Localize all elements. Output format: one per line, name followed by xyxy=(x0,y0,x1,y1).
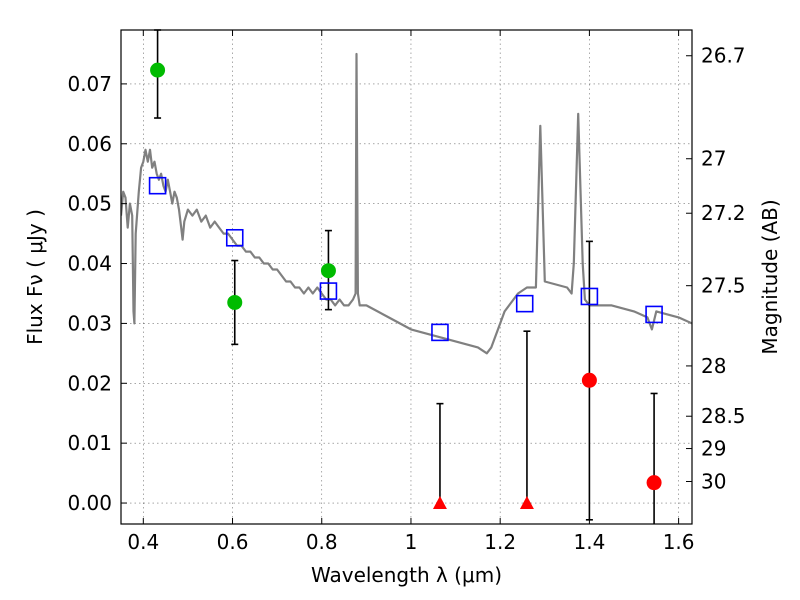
mag-tick-label: 28 xyxy=(701,354,726,378)
x-tick-label: 1.4 xyxy=(573,530,605,554)
upper-limit-marker xyxy=(432,496,447,510)
x-tick-label: 0.8 xyxy=(306,530,338,554)
y-tick-label: 0.01 xyxy=(67,431,112,455)
mag-tick-label: 30 xyxy=(701,469,726,493)
tick-layer: 0.4 0.6 0.8 1 1.2 1.4 1.6 0.00 0.01 0.02 0.03 0.04 0… xyxy=(67,30,746,554)
y-tick-label: 0.04 xyxy=(67,252,112,276)
y-tick-label: 0.06 xyxy=(67,132,112,156)
y-tick-label: 0.05 xyxy=(67,192,112,216)
y2-axis-label: Magnitude (AB) xyxy=(758,199,782,354)
y-tick-label: 0.07 xyxy=(67,72,112,96)
mag-tick-label: 29 xyxy=(701,437,726,461)
model-photometry-square xyxy=(431,323,449,342)
model-photometry-square xyxy=(580,287,599,306)
y-tick-label: 0.03 xyxy=(67,311,112,335)
model-photometry-square xyxy=(148,176,167,195)
y-axis-label: Flux Fν ( μJy ) xyxy=(23,209,47,345)
weak-detection-point xyxy=(646,475,662,491)
mag-tick-label: 28.5 xyxy=(701,404,746,428)
x-tick-label: 0.4 xyxy=(127,530,159,554)
x-axis-label: Wavelength λ (μm) xyxy=(311,563,502,587)
x-tick-label: 1.6 xyxy=(663,530,695,554)
upper-limit-marker xyxy=(519,496,534,510)
model-photometry-square xyxy=(225,228,244,247)
grid-layer xyxy=(121,30,692,524)
series-layer xyxy=(121,29,692,524)
y-tick-label: 0.00 xyxy=(67,491,112,515)
weak-detection-point xyxy=(581,372,597,388)
model-photometry-square xyxy=(319,282,338,300)
x-tick-label: 1.2 xyxy=(484,530,516,554)
model-sed-line xyxy=(121,52,692,355)
x-tick-label: 1 xyxy=(405,530,418,554)
y-tick-label: 0.02 xyxy=(67,371,112,395)
detection-point xyxy=(150,62,166,78)
x-tick-label: 0.6 xyxy=(217,530,249,554)
model-photometry-square xyxy=(645,305,663,324)
mag-tick-label: 26.7 xyxy=(701,44,746,68)
mag-tick-label: 27.2 xyxy=(701,201,746,225)
detection-point xyxy=(227,294,243,310)
mag-tick-label: 27 xyxy=(701,147,726,171)
detection-point xyxy=(320,263,336,279)
model-photometry-square xyxy=(515,294,534,313)
mag-tick-label: 27.5 xyxy=(701,274,746,298)
plot-frame xyxy=(120,29,693,525)
